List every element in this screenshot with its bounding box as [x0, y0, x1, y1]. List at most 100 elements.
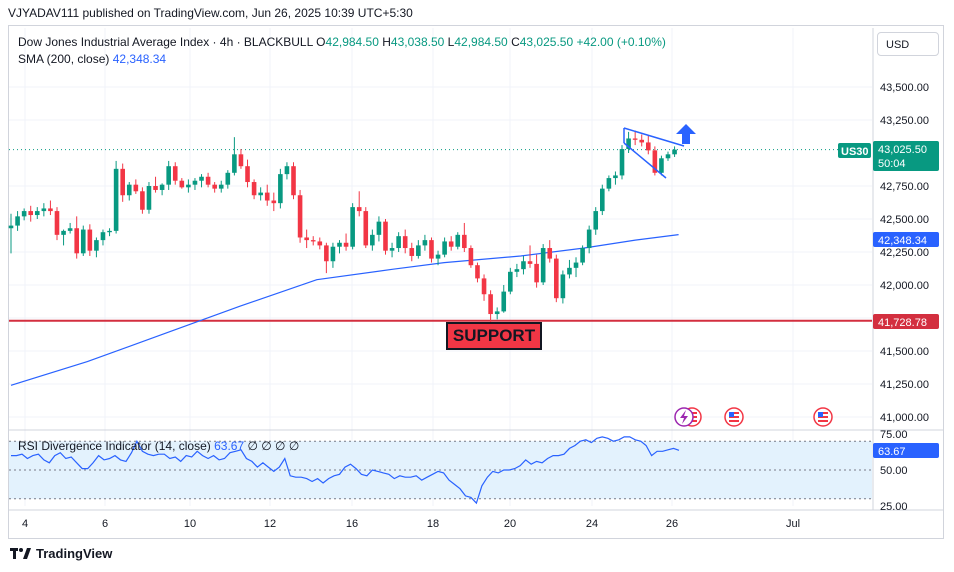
- currency-button[interactable]: USD: [877, 32, 939, 56]
- candle-body: [61, 230, 66, 235]
- candle: [442, 237, 447, 258]
- candle: [48, 200, 53, 216]
- support-badge: 41,728.78: [873, 314, 939, 329]
- rsi-extras: ∅ ∅ ∅ ∅: [247, 439, 300, 453]
- candle-body: [580, 248, 585, 263]
- support-badge-bg: [873, 314, 939, 329]
- wedge-upper-line: [623, 127, 685, 147]
- candle: [67, 222, 73, 234]
- candle: [422, 234, 428, 251]
- candle: [238, 149, 244, 169]
- support-annotation: SUPPORT: [446, 322, 542, 350]
- publisher-line: VJYADAV111 published on TradingView.com,…: [8, 6, 413, 20]
- candle-body: [87, 229, 93, 251]
- candle-body: [232, 154, 237, 173]
- change-value: +42.00 (+0.10%): [576, 35, 666, 49]
- candle-body: [560, 274, 566, 299]
- candle: [593, 207, 599, 235]
- candle-body: [416, 245, 421, 256]
- candle-body: [107, 230, 112, 233]
- candle-body: [186, 184, 191, 188]
- candle: [140, 187, 145, 214]
- symbol-badge: US30: [838, 143, 871, 158]
- candle: [567, 259, 572, 279]
- candle-body: [199, 176, 204, 181]
- candle: [402, 229, 408, 254]
- candle: [619, 145, 625, 180]
- candle-body: [606, 178, 612, 189]
- candle: [330, 242, 336, 268]
- wedge-lower-line: [623, 142, 667, 179]
- candle: [212, 182, 217, 193]
- candle: [659, 155, 664, 176]
- candle: [639, 134, 645, 147]
- candle: [324, 242, 329, 274]
- candle-body: [317, 241, 323, 246]
- candle: [192, 178, 198, 190]
- candle-body: [133, 184, 139, 192]
- candle: [468, 245, 474, 268]
- open-label: O: [316, 35, 326, 49]
- close-value: 43,025.50: [519, 35, 574, 49]
- last-price-badge-text: 50:04: [878, 158, 906, 170]
- candle-body: [363, 211, 369, 246]
- candle-body: [435, 254, 441, 259]
- candle-body: [383, 221, 388, 251]
- price-tick-label: 41,500.00: [880, 346, 929, 358]
- time-tick-label: Jul: [786, 518, 800, 530]
- rsi-tick-label: 25.00: [880, 501, 908, 513]
- time-tick-label: 24: [586, 518, 598, 530]
- candle-body: [619, 149, 625, 176]
- candle-body: [28, 211, 34, 216]
- candle: [580, 245, 585, 266]
- candle-body: [527, 261, 533, 264]
- last-price-badge-bg: [873, 141, 939, 171]
- candle-body: [166, 166, 171, 185]
- candle-body: [632, 138, 638, 140]
- us-flag-event-icon: [813, 407, 833, 427]
- candle-body: [304, 237, 309, 241]
- candle-body: [600, 188, 605, 212]
- price-tick-label: 42,750.00: [880, 181, 929, 193]
- candle-body: [15, 216, 20, 226]
- candle: [455, 232, 461, 250]
- candle-body: [350, 207, 355, 247]
- candle: [573, 257, 579, 278]
- candle: [205, 172, 211, 188]
- candle-body: [455, 234, 461, 247]
- candle: [508, 267, 513, 295]
- candle: [54, 207, 60, 241]
- footer-brand[interactable]: TradingView: [10, 546, 112, 561]
- candle-body: [402, 236, 408, 249]
- candle: [41, 203, 47, 217]
- candle-body: [481, 278, 487, 295]
- tradingview-logo-icon: [10, 547, 31, 559]
- candle-body: [488, 294, 493, 315]
- candle-body: [389, 248, 395, 251]
- candle: [350, 203, 355, 250]
- candle: [626, 131, 631, 153]
- candle-body: [626, 138, 631, 150]
- candle-body: [212, 184, 217, 189]
- last-price-badge: 43,025.50 50:04: [873, 141, 939, 171]
- high-label: H: [382, 35, 391, 49]
- price-tick-label: 41,000.00: [880, 412, 929, 424]
- candle-body: [245, 166, 250, 183]
- candle-body: [8, 225, 14, 229]
- candle: [337, 240, 342, 254]
- time-tick-label: 20: [504, 518, 516, 530]
- candle-body: [639, 139, 645, 143]
- price-tick-label: 43,250.00: [880, 115, 929, 127]
- time-tick-label: 10: [184, 518, 196, 530]
- candle: [429, 237, 434, 263]
- candle-body: [120, 168, 125, 196]
- candle: [606, 175, 612, 192]
- candle: [80, 225, 86, 256]
- candle: [343, 233, 349, 251]
- candle-body: [140, 191, 145, 210]
- candle-body: [613, 175, 618, 179]
- candle-body: [67, 228, 73, 231]
- candle-body: [258, 192, 263, 196]
- time-tick-label: 12: [264, 518, 276, 530]
